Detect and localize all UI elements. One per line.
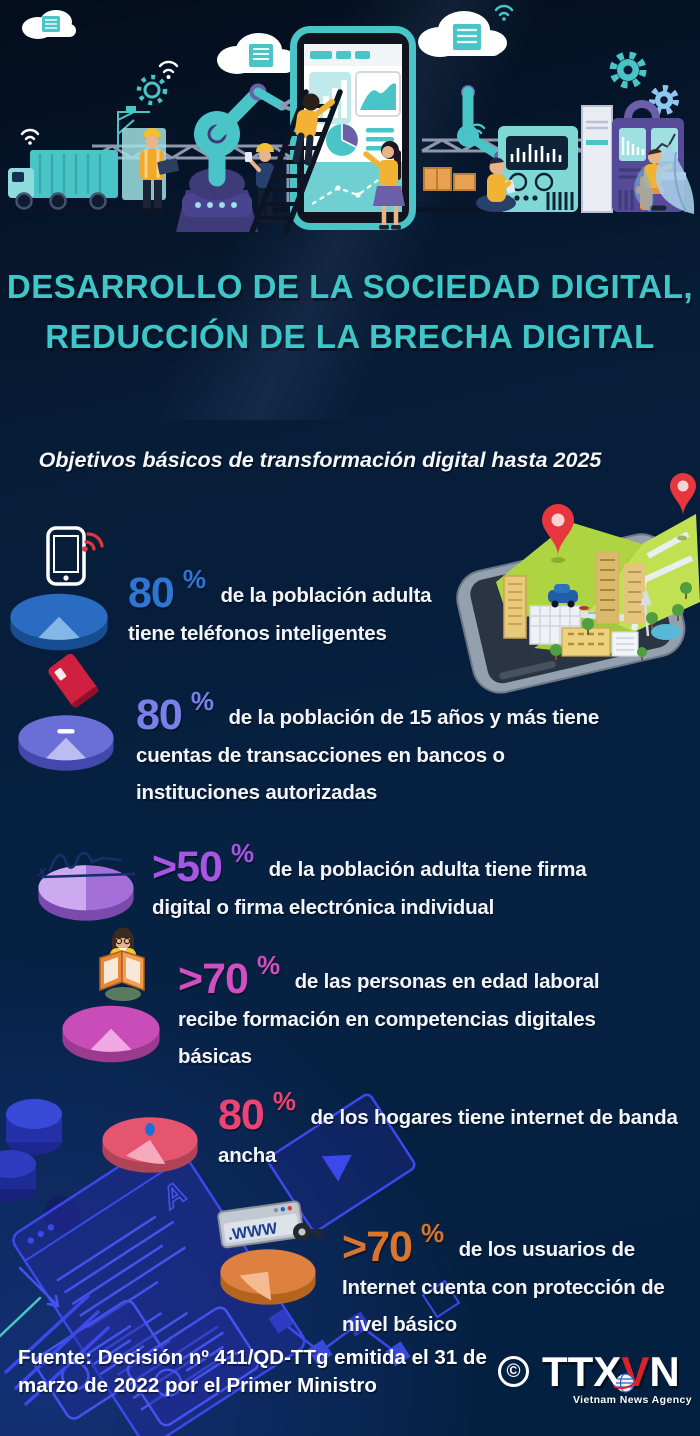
decor-browser-window: A xyxy=(12,1135,306,1436)
sitting-figure xyxy=(476,157,516,212)
robot-arm-right xyxy=(457,85,513,166)
machine-cabinet-teal xyxy=(498,126,578,212)
stat-value: 80 xyxy=(128,569,175,617)
source-note: Fuente: Decisión nº 411/QD-TTg emitida e… xyxy=(18,1344,487,1400)
page-title: DESARROLLO DE LA SOCIEDAD DIGITAL, REDUC… xyxy=(0,262,700,362)
server-tower xyxy=(581,105,613,213)
source-line-2: marzo de 2022 por el Primer Ministro xyxy=(18,1374,377,1397)
cloud-server-small xyxy=(22,10,76,39)
logo-letters: TTXVN xyxy=(542,1346,680,1398)
stat-desc: de los hogares tiene internet de banda a… xyxy=(218,1106,678,1167)
decor-diagonal-lines xyxy=(0,1266,110,1406)
cloud-server-left xyxy=(217,33,298,74)
smartphone-icon xyxy=(46,526,104,586)
stat-text: 80% de los hogares tiene internet de ban… xyxy=(218,1088,696,1174)
stat-smartphones: 80% de la población adulta tiene teléfon… xyxy=(128,566,468,652)
title-line-2: REDUCCIÓN DE LA BRECHA DIGITAL xyxy=(45,318,655,355)
map-car xyxy=(548,584,589,610)
percent-sign: % xyxy=(420,1218,445,1248)
stat-bank-accounts: 80% de la población de 15 años y más tie… xyxy=(136,688,606,811)
location-dot-icon xyxy=(145,1122,155,1136)
map-phone-illustration xyxy=(456,473,700,694)
cloud-server-right xyxy=(418,11,507,57)
stat-desc: de la población adulta tiene firma digit… xyxy=(152,858,587,919)
stat-desc: de la población adulta tiene teléfonos i… xyxy=(128,584,432,645)
stat-text: 80% de la población de 15 años y más tie… xyxy=(136,688,606,811)
robot-arm-left xyxy=(176,83,295,232)
pie-disc xyxy=(10,593,108,651)
source-line-1: Fuente: Decisión nº 411/QD-TTg emitida e… xyxy=(18,1346,487,1369)
map-pin-icon xyxy=(542,473,696,563)
percent-sign: % xyxy=(272,1086,296,1116)
map-trees-pond xyxy=(550,582,692,661)
signature-x-mark: x xyxy=(37,863,47,880)
subtitle: Objetivos básicos de transformación digi… xyxy=(38,448,602,472)
pie-disc xyxy=(62,1005,160,1063)
decor-video-card xyxy=(267,1093,416,1232)
www-key-icon: .WWW xyxy=(217,1200,324,1249)
tech-decoration: A xyxy=(0,1093,461,1436)
climber-figure xyxy=(292,93,335,166)
wifi-icon xyxy=(20,60,179,145)
copyright-icon: © xyxy=(498,1356,529,1387)
pie-disc xyxy=(18,715,114,771)
crane xyxy=(117,106,150,148)
www-label: .WWW xyxy=(227,1220,280,1244)
percent-sign: % xyxy=(190,686,214,716)
map-buildings xyxy=(503,551,652,657)
stat-text: >50% de la población adulta tiene firma … xyxy=(152,840,622,926)
credit-card-icon xyxy=(48,654,99,708)
reading-person-icon xyxy=(99,927,145,1001)
key-icon xyxy=(293,1223,324,1241)
stat-internet-protection: >70% de los usuarios de Internet cuenta … xyxy=(342,1220,696,1343)
stat-value: >70 xyxy=(342,1223,413,1271)
decor-list-cards xyxy=(34,1299,260,1427)
gear-icon xyxy=(136,51,679,115)
stat-broadband: 80% de los hogares tiene internet de ban… xyxy=(218,1088,696,1174)
signature-icon: x xyxy=(37,851,136,880)
hero-illustration xyxy=(8,4,695,235)
pie-disc xyxy=(220,1249,316,1305)
percent-sign: % xyxy=(182,564,206,594)
stat-text: 80% de la población adulta tiene teléfon… xyxy=(128,566,468,652)
stat-text: >70% de las personas en edad laboral rec… xyxy=(178,952,638,1075)
worker-figure xyxy=(140,128,179,213)
globe-icon xyxy=(613,1373,638,1393)
percent-sign: % xyxy=(230,838,255,868)
pointing-woman-figure xyxy=(363,141,405,230)
stat-digital-signature: >50% de la población adulta tiene firma … xyxy=(152,840,622,926)
stat-desc: de los usuarios de Internet cuenta con p… xyxy=(342,1238,665,1336)
ttxvn-logo: © TTXVN Vietnam News Agency xyxy=(498,1346,694,1410)
leaf-decoration xyxy=(634,144,695,214)
stat-digital-skills: >70% de las personas en edad laboral rec… xyxy=(178,952,638,1075)
stat-value: >50 xyxy=(152,843,223,891)
stat-value: 80 xyxy=(218,1091,265,1139)
stat-desc: de las personas en edad laboral recibe f… xyxy=(178,970,600,1068)
stat-value: 80 xyxy=(136,691,183,739)
logo-tagline: Vietnam News Agency xyxy=(572,1394,692,1406)
logo-ttx: TTX xyxy=(542,1348,622,1395)
logo-n: N xyxy=(649,1348,680,1395)
percent-sign: % xyxy=(256,950,281,980)
stat-desc: de la población de 15 años y más tiene c… xyxy=(136,706,600,804)
stat-text: >70% de los usuarios de Internet cuenta … xyxy=(342,1220,696,1343)
title-line-1: DESARROLLO DE LA SOCIEDAD DIGITAL, xyxy=(6,268,694,305)
pie-disc xyxy=(102,1117,198,1173)
stat-value: >70 xyxy=(178,955,249,1003)
truck xyxy=(8,150,118,210)
decor-node-chain xyxy=(268,1279,461,1367)
